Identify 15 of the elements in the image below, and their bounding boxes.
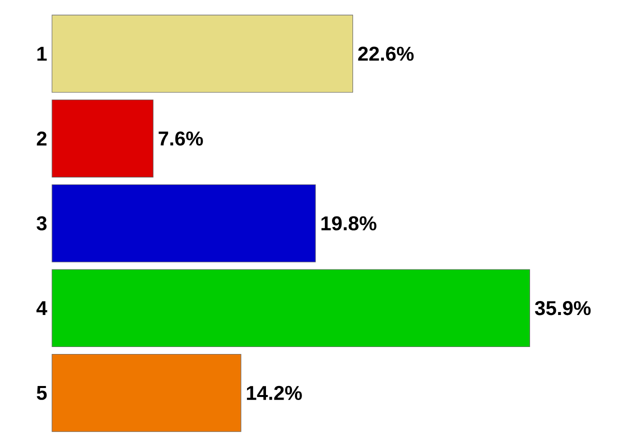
data-label: 14.2% xyxy=(246,386,302,400)
bar xyxy=(52,354,242,432)
bar xyxy=(52,269,530,348)
y-tick-label: 4 xyxy=(36,301,48,316)
y-tick-label: 5 xyxy=(36,386,47,400)
data-label: 19.8% xyxy=(321,216,376,230)
y-tick-label: 2 xyxy=(36,132,46,146)
data-label: 7.6% xyxy=(158,131,203,146)
bar xyxy=(52,14,354,93)
bar xyxy=(52,184,316,262)
bar xyxy=(52,100,154,178)
data-label: 35.9% xyxy=(534,301,591,316)
data-label: 22.6% xyxy=(358,46,414,61)
y-tick-label: 1 xyxy=(37,46,47,61)
y-tick-label: 3 xyxy=(36,216,47,230)
